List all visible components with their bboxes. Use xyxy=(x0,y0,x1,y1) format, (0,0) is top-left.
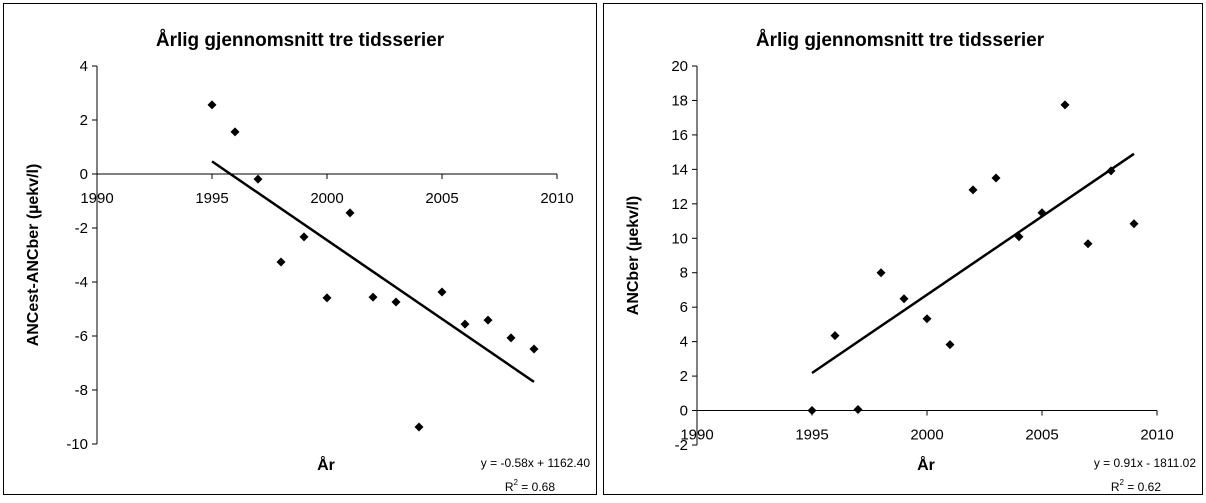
y-tick-label: 4 xyxy=(680,334,688,351)
data-point xyxy=(1037,208,1047,218)
x-tick-label: 2010 xyxy=(1140,427,1173,444)
data-point xyxy=(876,268,886,278)
data-point xyxy=(853,405,863,415)
y-tick-label: 6 xyxy=(680,299,688,316)
data-point xyxy=(1083,239,1093,249)
data-point xyxy=(968,185,978,195)
trendline-equation: y = -0.58x + 1162.40 xyxy=(481,456,591,470)
trendline-equation: y = 0.91x - 1811.02 xyxy=(1094,456,1197,470)
x-tick-label: 2000 xyxy=(910,427,943,444)
data-point xyxy=(299,232,309,242)
data-point xyxy=(991,173,1001,183)
data-point xyxy=(830,331,840,341)
data-point xyxy=(207,100,217,110)
x-tick-label: 2000 xyxy=(310,190,343,207)
data-point xyxy=(899,294,909,304)
data-point xyxy=(414,422,424,432)
y-tick-label: -6 xyxy=(75,328,88,345)
y-tick-label: 0 xyxy=(80,166,88,183)
y-tick-label: 14 xyxy=(671,161,688,178)
x-tick-label: 1990 xyxy=(680,427,713,444)
trendline xyxy=(211,160,535,383)
data-point xyxy=(922,314,932,324)
y-tick-label: 10 xyxy=(671,230,688,247)
x-axis-label: År xyxy=(917,455,935,474)
data-point xyxy=(506,333,516,343)
x-axis-label: År xyxy=(317,455,335,474)
x-tick-label: 1995 xyxy=(195,190,228,207)
data-point xyxy=(276,257,286,267)
data-point xyxy=(483,315,493,325)
y-tick-label: -8 xyxy=(75,382,88,399)
y-tick-label: 12 xyxy=(671,196,688,213)
y-tick-label: -2 xyxy=(675,437,688,454)
y-tick-label: -2 xyxy=(75,220,88,237)
y-tick-label: 4 xyxy=(80,58,88,75)
y-tick-label: 16 xyxy=(671,127,688,144)
y-axis-label: ANCest-ANCber (µekv/l) xyxy=(25,164,42,347)
chart-title: Årlig gjennomsnitt tre tidsserier xyxy=(756,30,1045,51)
panel-border xyxy=(603,3,1203,495)
x-tick-label: 2005 xyxy=(1025,427,1058,444)
data-point xyxy=(1129,219,1139,229)
y-tick-label: -4 xyxy=(75,274,88,291)
trendline xyxy=(811,152,1135,375)
data-point xyxy=(529,344,539,354)
data-point xyxy=(807,406,817,416)
data-point xyxy=(391,297,401,307)
data-point xyxy=(230,127,240,137)
x-tick-label: 1990 xyxy=(80,190,113,207)
r-squared-exponent: 2 xyxy=(1120,478,1125,487)
r-squared-exponent: 2 xyxy=(514,478,519,487)
y-tick-label: -10 xyxy=(66,436,88,453)
y-tick-label: 0 xyxy=(680,403,688,420)
x-tick-label: 2005 xyxy=(425,190,458,207)
y-tick-label: 8 xyxy=(680,265,688,282)
r-squared-label: R xyxy=(505,480,514,494)
data-point xyxy=(322,293,332,303)
panel-border xyxy=(3,3,597,495)
x-tick-label: 1995 xyxy=(795,427,828,444)
data-point xyxy=(368,292,378,302)
data-point xyxy=(945,340,955,350)
data-point xyxy=(460,319,470,329)
data-point xyxy=(1060,100,1070,110)
data-point xyxy=(1014,232,1024,242)
y-tick-label: 20 xyxy=(671,58,688,75)
data-point xyxy=(253,174,263,184)
y-tick-label: 18 xyxy=(671,92,688,109)
x-tick-label: 2010 xyxy=(540,190,573,207)
data-point xyxy=(437,287,447,297)
r-squared: R2 = 0.62 xyxy=(1111,478,1161,494)
r-squared: R2 = 0.68 xyxy=(505,478,555,494)
r-squared-value: = 0.62 xyxy=(1124,480,1161,494)
y-tick-label: 2 xyxy=(80,112,88,129)
y-axis-label: ANCber (µekv/l) xyxy=(625,196,642,315)
data-point xyxy=(345,208,355,218)
y-tick-label: 2 xyxy=(680,368,688,385)
r-squared-value: = 0.68 xyxy=(518,480,555,494)
data-point xyxy=(1106,166,1116,176)
chart-title: Årlig gjennomsnitt tre tidsserier xyxy=(156,30,445,51)
r-squared-label: R xyxy=(1111,480,1120,494)
